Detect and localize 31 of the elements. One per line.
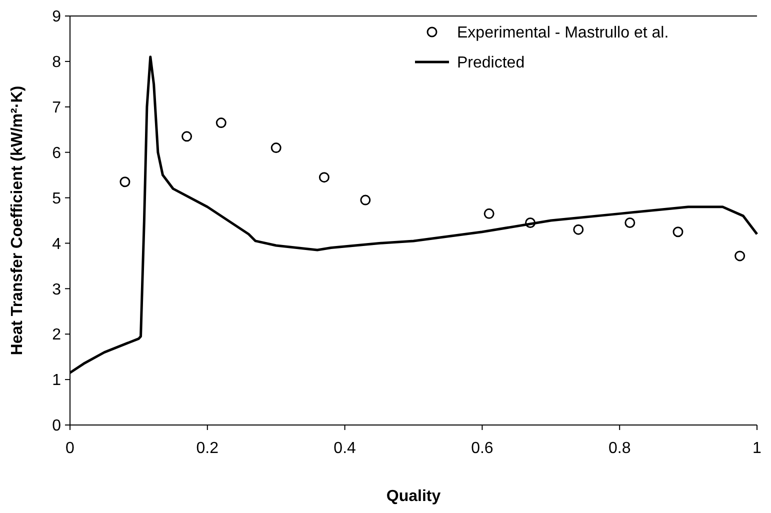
y-tick-label: 9 [52, 8, 62, 26]
y-tick-label: 3 [52, 281, 62, 298]
y-tick-label: 0 [52, 418, 62, 435]
y-tick-label: 5 [52, 190, 62, 208]
x-tick-label: 0.8 [608, 440, 631, 457]
point [672, 226, 684, 238]
x-tick-label: 0 [66, 440, 75, 457]
y-tick-label: 4 [52, 236, 62, 253]
y-axis-title: Heat Transfer Coefficient (kW/m²·K) [9, 86, 26, 356]
point [182, 131, 192, 142]
x-tick-label: 0.2 [196, 440, 219, 457]
point [216, 118, 226, 128]
x-tick-label: 0.4 [334, 440, 356, 457]
y-tick-label: 7 [52, 99, 62, 116]
point [573, 224, 584, 235]
point [734, 250, 746, 262]
point [360, 194, 371, 206]
point [624, 218, 636, 228]
legend-label: Predicted [457, 54, 525, 72]
x-tick-label: 0.6 [471, 440, 494, 457]
point [270, 142, 282, 154]
y-tick-label: 1 [52, 372, 62, 390]
y-tick-label: 8 [52, 54, 62, 72]
point [318, 172, 330, 183]
x-tick-label: 1 [752, 440, 762, 457]
y-tick-label: 2 [52, 326, 62, 344]
y-tick-label: 6 [52, 144, 62, 162]
legend-label: Experimental - Mastrullo et al. [457, 24, 669, 42]
point [120, 176, 130, 188]
x-axis-title: Quality [386, 488, 441, 505]
point [484, 208, 494, 219]
